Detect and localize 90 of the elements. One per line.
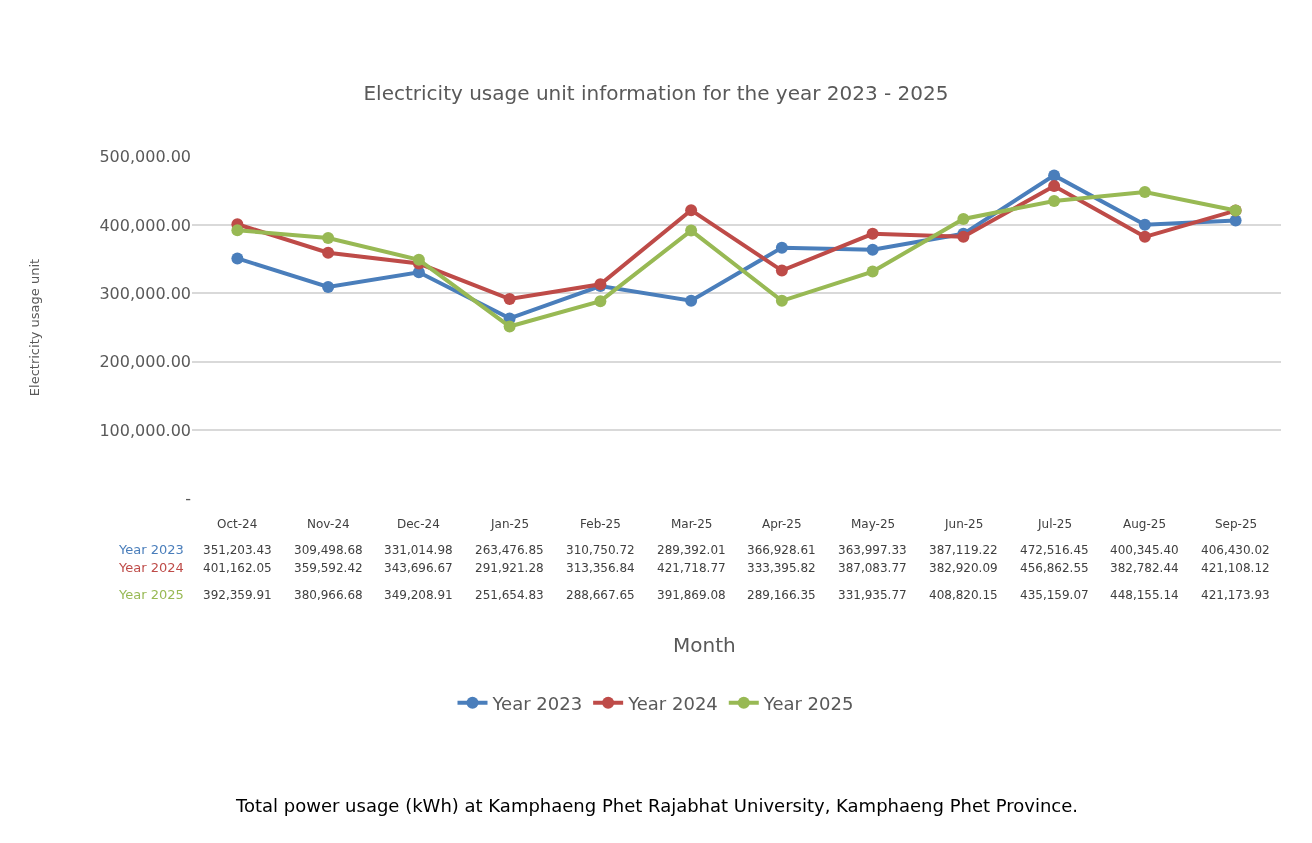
data-label: 382,782.44 <box>1110 561 1179 575</box>
data-label: 359,592.42 <box>294 561 363 575</box>
legend-label: Year 2023 <box>491 692 583 714</box>
data-label: 392,359.91 <box>203 588 272 602</box>
x-tick-label: May-25 <box>851 517 896 531</box>
text: Year 2024 <box>119 560 184 575</box>
data-label: 387,119.22 <box>929 543 998 557</box>
x-tick-label: Sep-25 <box>1215 517 1258 531</box>
data-label: 343,696.67 <box>384 561 453 575</box>
data-label: 400,345.40 <box>1110 543 1179 557</box>
data-label: 331,014.98 <box>384 543 453 557</box>
data-label: 380,966.68 <box>294 588 363 602</box>
x-tick-label: Mar-25 <box>671 517 713 531</box>
y-tick-label: 200,000.00 <box>99 352 191 372</box>
point <box>957 212 970 225</box>
data-label: 291,921.28 <box>475 561 544 575</box>
point <box>775 241 788 254</box>
x-tick-label: Jul-25 <box>1037 517 1073 531</box>
x-tick-label: Apr-25 <box>762 517 802 531</box>
data-label: 448,155.14 <box>1110 588 1179 602</box>
point <box>322 246 335 259</box>
point <box>503 292 516 305</box>
data-label: 406,430.02 <box>1201 543 1270 557</box>
data-label: 472,516.45 <box>1020 543 1089 557</box>
point <box>1138 186 1151 199</box>
point <box>1048 194 1061 207</box>
x-tick-label: Feb-25 <box>580 517 621 531</box>
point <box>322 232 335 245</box>
data-label: 263,476.85 <box>475 543 544 557</box>
data-label: 289,392.01 <box>657 543 726 557</box>
point <box>866 227 879 240</box>
x-tick-label: Oct-24 <box>217 517 258 531</box>
x-tick-label: Jun-25 <box>944 517 984 531</box>
point <box>231 224 244 237</box>
data-label: 435,159.07 <box>1020 588 1089 602</box>
data-label: 289,166.35 <box>747 588 816 602</box>
data-label: 456,862.55 <box>1020 561 1089 575</box>
data-label: 309,498.68 <box>294 543 363 557</box>
point <box>1229 214 1242 227</box>
point <box>1048 169 1061 182</box>
data-label: 251,654.83 <box>475 588 544 602</box>
text: Year 2023 <box>119 542 184 557</box>
data-label: 421,173.93 <box>1201 588 1270 602</box>
point <box>685 224 698 237</box>
point <box>775 264 788 277</box>
point <box>685 294 698 307</box>
point <box>866 243 879 256</box>
data-label: 421,108.12 <box>1201 561 1270 575</box>
point <box>503 320 516 333</box>
data-label: 331,935.77 <box>838 588 907 602</box>
y-tick-label: 500,000.00 <box>99 147 191 167</box>
data-label: 391,869.08 <box>657 588 726 602</box>
x-tick-label: Aug-25 <box>1123 517 1167 531</box>
point <box>594 295 607 308</box>
data-label: 366,928.61 <box>747 543 816 557</box>
point <box>1138 218 1151 231</box>
x-tick-label: Jan-25 <box>490 517 530 531</box>
legend-label: Year 2024 <box>627 692 718 714</box>
legend-label: Year 2025 <box>762 692 854 714</box>
point <box>1138 230 1151 243</box>
x-tick-label: Nov-24 <box>307 517 350 531</box>
point <box>412 253 425 266</box>
data-label: 351,203.43 <box>203 543 272 557</box>
point <box>231 252 244 265</box>
data-label: 382,920.09 <box>929 561 998 575</box>
data-label: 310,750.72 <box>566 543 635 557</box>
y-tick-label: - <box>185 489 191 509</box>
point <box>322 280 335 293</box>
y-tick-label: 100,000.00 <box>99 420 191 440</box>
chart-title: Electricity usage unit information for the year 2023 - 2025 <box>363 81 949 105</box>
y-tick-label: 300,000.00 <box>99 284 191 304</box>
text: Total power usage (kWh) at Kamphaeng Phet Rajabhat University, Kamphaeng Phet Province. <box>235 795 1079 816</box>
data-label: 333,395.82 <box>747 561 816 575</box>
point <box>1048 180 1061 193</box>
text: Year 2025 <box>119 587 184 602</box>
y-axis-title: Electricity usage unit <box>26 258 42 397</box>
point <box>685 204 698 217</box>
point <box>775 294 788 307</box>
y-tick-label: 400,000.00 <box>99 215 191 235</box>
data-label: 288,667.65 <box>566 588 635 602</box>
x-tick-label: Dec-24 <box>397 517 440 531</box>
point <box>866 265 879 278</box>
data-label: 387,083.77 <box>838 561 907 575</box>
text: Month <box>673 633 736 657</box>
data-label: 349,208.91 <box>384 588 453 602</box>
data-label: 313,356.84 <box>566 561 635 575</box>
data-label: 363,997.33 <box>838 543 907 557</box>
data-label: 421,718.77 <box>657 561 726 575</box>
data-label: 401,162.05 <box>203 561 272 575</box>
data-label: 408,820.15 <box>929 588 998 602</box>
